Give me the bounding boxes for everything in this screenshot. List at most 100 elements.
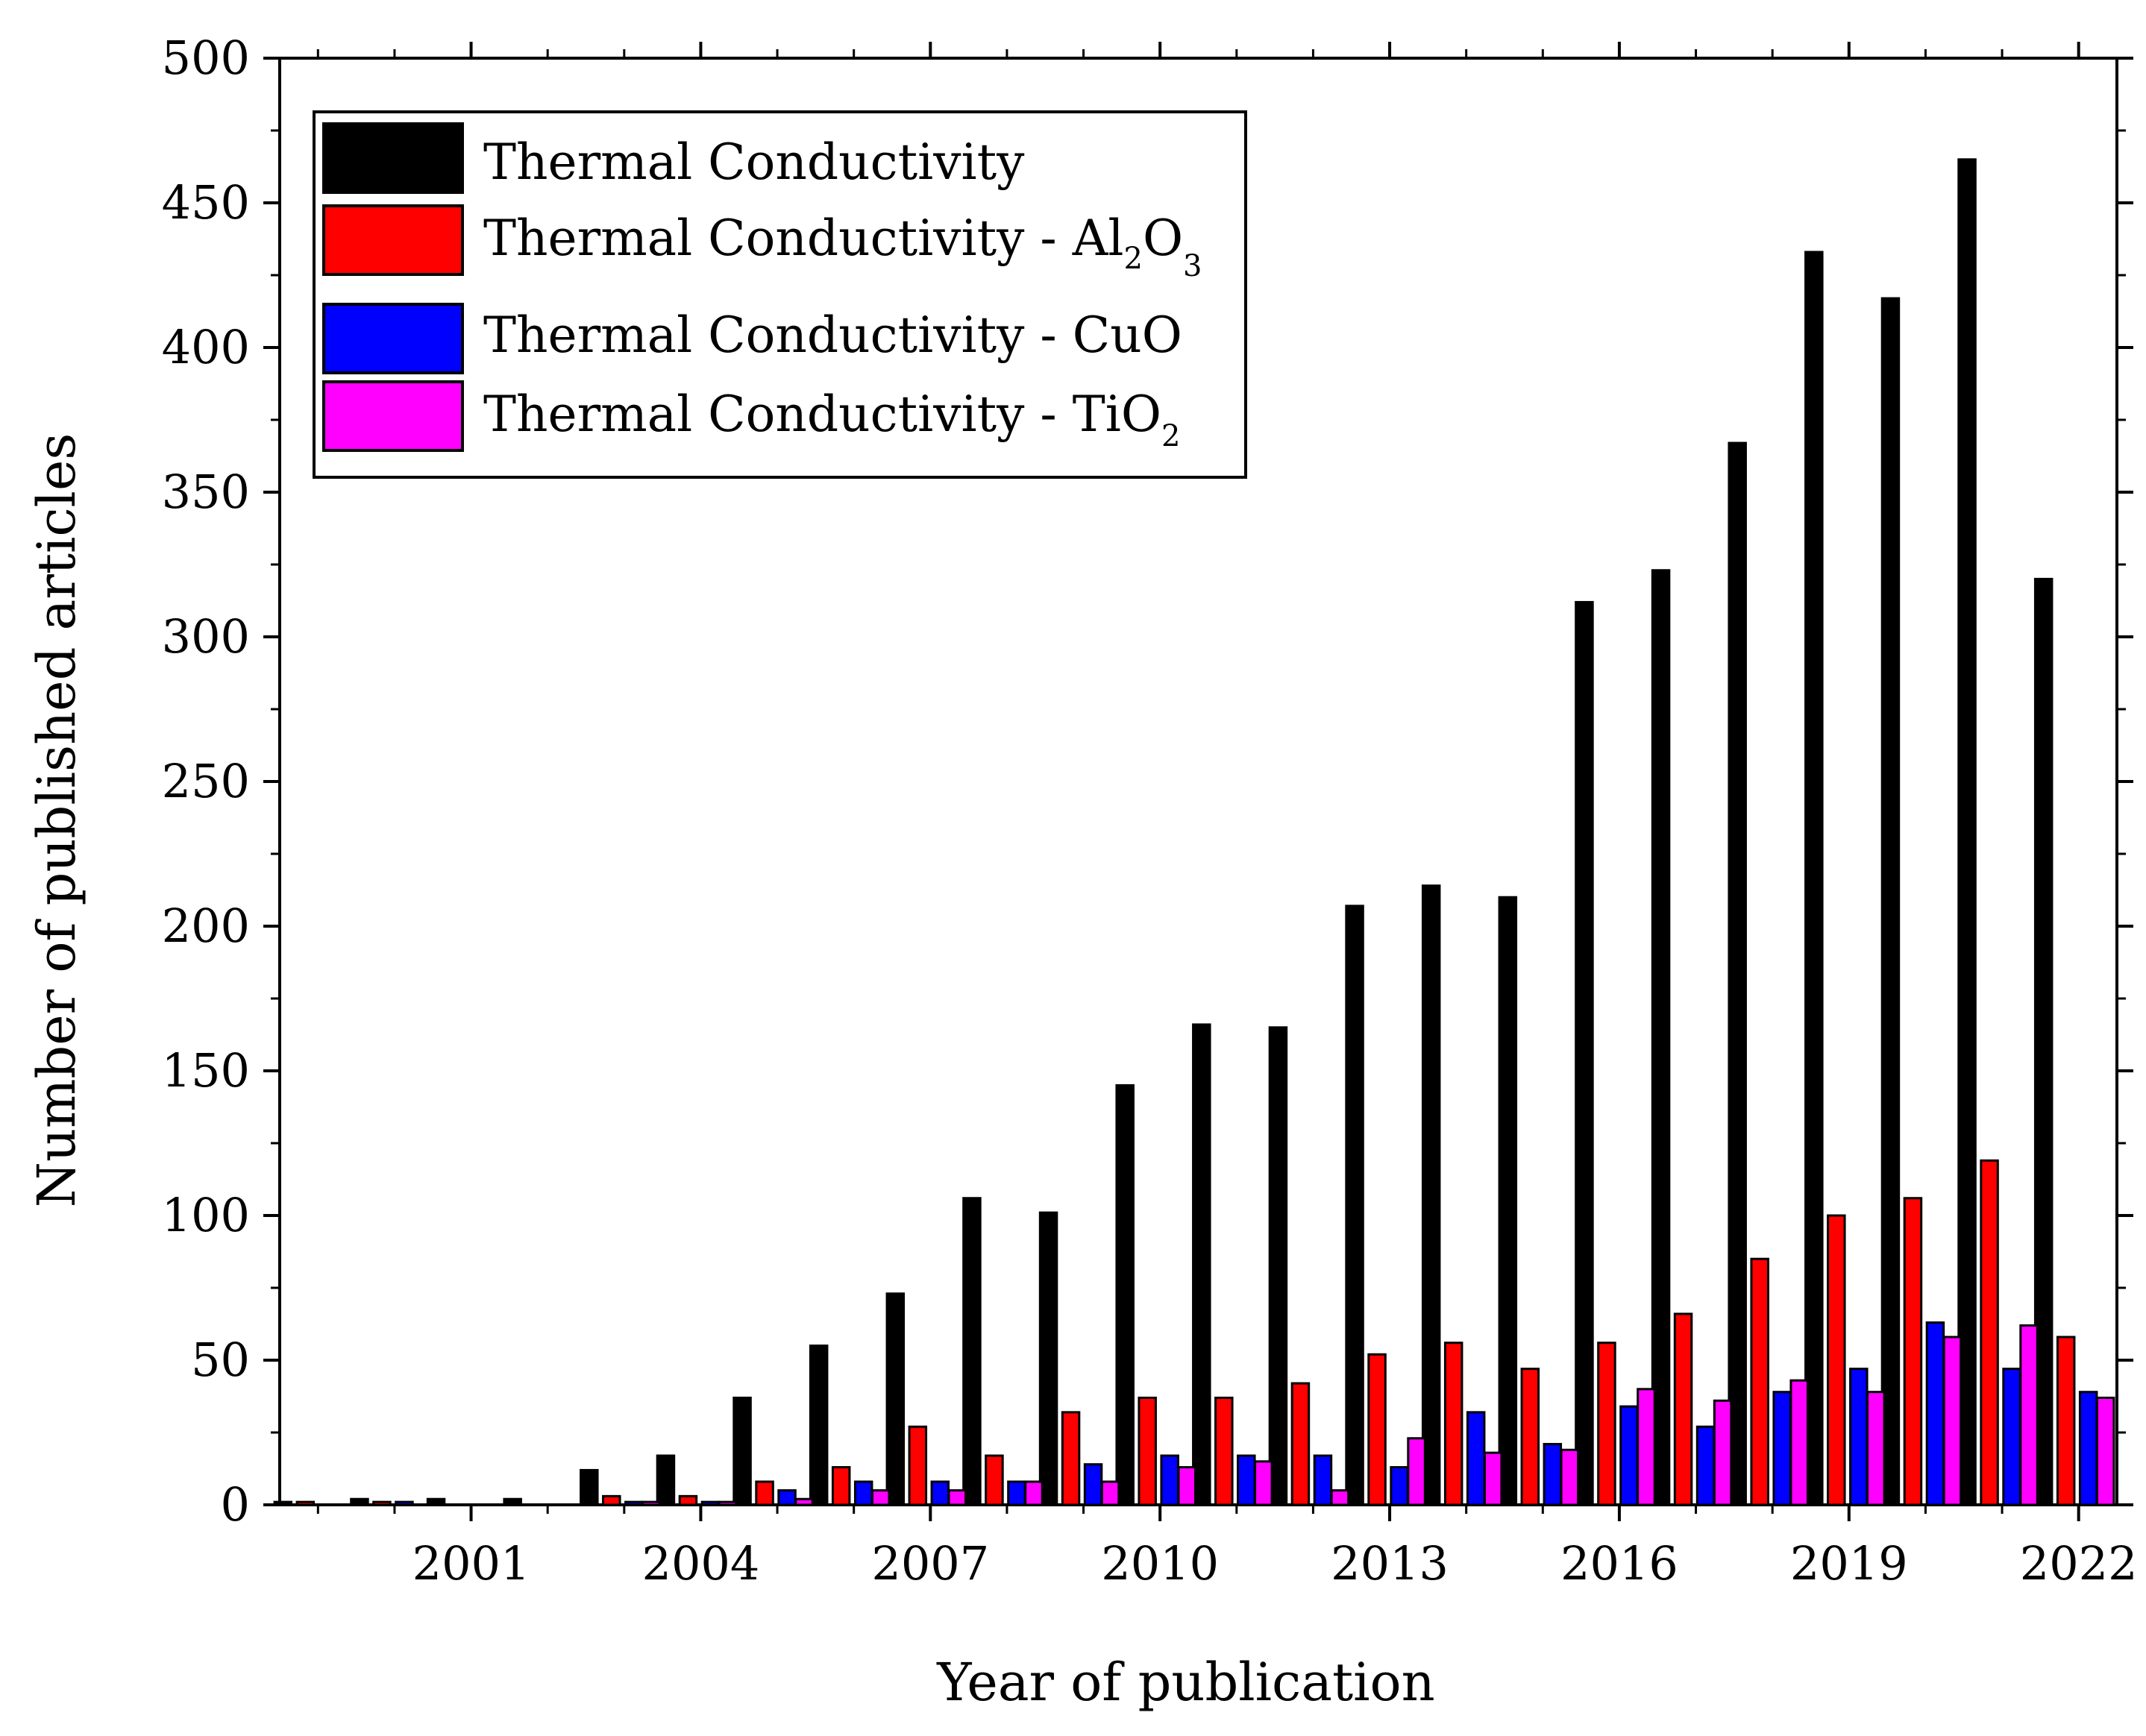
y-tick-label: 250 — [162, 754, 250, 808]
bar-cuo-2008 — [1007, 1480, 1026, 1506]
bar-al2o3-2003 — [602, 1494, 621, 1506]
bar-al2o3-2018 — [1750, 1257, 1769, 1506]
bar-thermal-2014 — [1421, 884, 1441, 1506]
bar-al2o3-2013 — [1367, 1353, 1387, 1506]
bar-al2o3-2015 — [1520, 1368, 1540, 1506]
bar-cuo-2010 — [1160, 1454, 1179, 1506]
bar-tio2-2011 — [1254, 1460, 1273, 1506]
x-tick-label: 2010 — [1101, 1536, 1219, 1591]
x-tick-label: 2007 — [871, 1536, 989, 1591]
bar-cuo-2021 — [2002, 1368, 2021, 1506]
bar-cuo-2007 — [930, 1480, 950, 1506]
bar-thermal-2012 — [1268, 1026, 1288, 1506]
legend-swatch-thermal — [322, 122, 464, 194]
bar-thermal-2003 — [580, 1468, 599, 1506]
y-tick-label: 500 — [162, 31, 250, 85]
bar-al2o3-2006 — [831, 1466, 851, 1506]
bar-al2o3-2008 — [985, 1454, 1004, 1506]
bar-al2o3-2009 — [1061, 1411, 1081, 1506]
bar-thermal-2006 — [809, 1345, 829, 1506]
legend-label-thermal: Thermal Conductivity — [483, 133, 1025, 191]
bar-thermal-2005 — [732, 1396, 752, 1506]
bar-thermal-2000 — [350, 1497, 369, 1506]
bar-thermal-2013 — [1345, 905, 1364, 1506]
bar-tio2-2008 — [1024, 1480, 1044, 1506]
bar-thermal-2018 — [1728, 441, 1747, 1506]
bar-tio2-2010 — [1177, 1466, 1196, 1506]
bar-cuo-2017 — [1695, 1425, 1716, 1506]
bar-tio2-2013 — [1407, 1437, 1426, 1506]
bar-thermal-2021 — [1957, 158, 1977, 1506]
y-tick-label: 100 — [162, 1188, 250, 1242]
x-axis: 2001 2004 2007 2010 2013 2016 2019 2022 — [316, 42, 2138, 1591]
bar-thermal-2002 — [503, 1497, 522, 1506]
bar-tio2-2016 — [1637, 1388, 1656, 1506]
bar-cuo-2003 — [624, 1500, 644, 1506]
bar-tio2-2021 — [2019, 1324, 2039, 1506]
bar-cuo-2014 — [1466, 1411, 1486, 1506]
bar-thermal-2007 — [885, 1292, 906, 1506]
x-tick-label: 2001 — [412, 1536, 530, 1591]
bar-al2o3-2000 — [372, 1500, 392, 1506]
bar-al2o3-2005 — [755, 1480, 774, 1506]
bar-tio2-2017 — [1713, 1399, 1733, 1506]
bar-tio2-2009 — [1100, 1480, 1120, 1506]
y-axis-title: Number of published articles — [26, 433, 87, 1208]
bar-thermal-2020 — [1880, 297, 1901, 1506]
legend-al2o3-mid: O — [1143, 210, 1183, 267]
bar-tio2-2006 — [870, 1489, 891, 1506]
y-tick-label: 450 — [162, 175, 250, 230]
bar-cuo-2020 — [1925, 1321, 1945, 1506]
bar-al2o3-2019 — [1827, 1214, 1846, 1506]
legend-al2o3-main: Thermal Conductivity - Al — [483, 210, 1123, 267]
bar-tio2-2018 — [1789, 1379, 1809, 1506]
y-axis: 0 50 100 150 200 250 300 350 400 450 500 — [162, 31, 2133, 1532]
bar-thermal-2009 — [1038, 1211, 1058, 1506]
bar-thermal-2001 — [426, 1497, 446, 1506]
x-tick-label: 2016 — [1560, 1536, 1678, 1591]
bar-thermal-2008 — [962, 1197, 982, 1506]
bars — [273, 158, 2115, 1506]
legend-swatch-al2o3 — [322, 204, 464, 276]
bar-cuo-2009 — [1083, 1463, 1103, 1506]
bar-tio2-2019 — [1866, 1391, 1886, 1506]
bar-thermal-2022 — [2033, 577, 2054, 1506]
bar-tio2-2015 — [1560, 1448, 1580, 1506]
legend-box — [313, 110, 1247, 479]
legend-al2o3-sub2: 3 — [1183, 249, 1202, 283]
bar-al2o3-2022 — [2056, 1336, 2076, 1506]
bar-al2o3-2020 — [1903, 1197, 1923, 1506]
bar-al2o3-2007 — [908, 1425, 928, 1506]
y-tick-label: 200 — [162, 899, 250, 953]
bar-tio2-2020 — [1942, 1336, 1963, 1506]
bar-thermal-2015 — [1498, 896, 1518, 1506]
bar-tio2-2003 — [641, 1500, 661, 1506]
bar-cuo-2019 — [1849, 1368, 1869, 1506]
bar-thermal-2011 — [1192, 1023, 1211, 1506]
legend-al2o3-sub1: 2 — [1123, 242, 1142, 276]
y-tick-label: 400 — [162, 320, 250, 374]
bar-tio2-2005 — [794, 1497, 814, 1506]
bar-tio2-2014 — [1483, 1451, 1503, 1506]
y-tick-label: 150 — [162, 1043, 250, 1098]
bar-al2o3-1999 — [295, 1500, 316, 1506]
bar-al2o3-2004 — [678, 1494, 698, 1506]
bar-thermal-2017 — [1651, 569, 1671, 1506]
bar-thermal-2010 — [1115, 1084, 1135, 1506]
bar-al2o3-2021 — [1980, 1159, 1999, 1506]
bar-cuo-2022 — [2078, 1391, 2098, 1506]
y-tick-label: 350 — [162, 465, 250, 519]
y-tick-label: 300 — [162, 609, 250, 664]
bar-thermal-2019 — [1804, 251, 1824, 1506]
y-tick-label: 0 — [221, 1477, 250, 1532]
bar-tio2-2012 — [1330, 1489, 1350, 1506]
bar-al2o3-2016 — [1597, 1342, 1616, 1506]
legend-label-al2o3: Thermal Conductivity - Al2O3 — [483, 210, 1202, 283]
legend-label-cuo: Thermal Conductivity - CuO — [483, 306, 1182, 364]
bar-cuo-2004 — [700, 1500, 721, 1506]
x-tick-label: 2019 — [1790, 1536, 1908, 1591]
x-tick-label: 2013 — [1331, 1536, 1449, 1591]
x-tick-label: 2022 — [2020, 1536, 2138, 1591]
legend-tio2-main: Thermal Conductivity - TiO — [483, 386, 1161, 443]
